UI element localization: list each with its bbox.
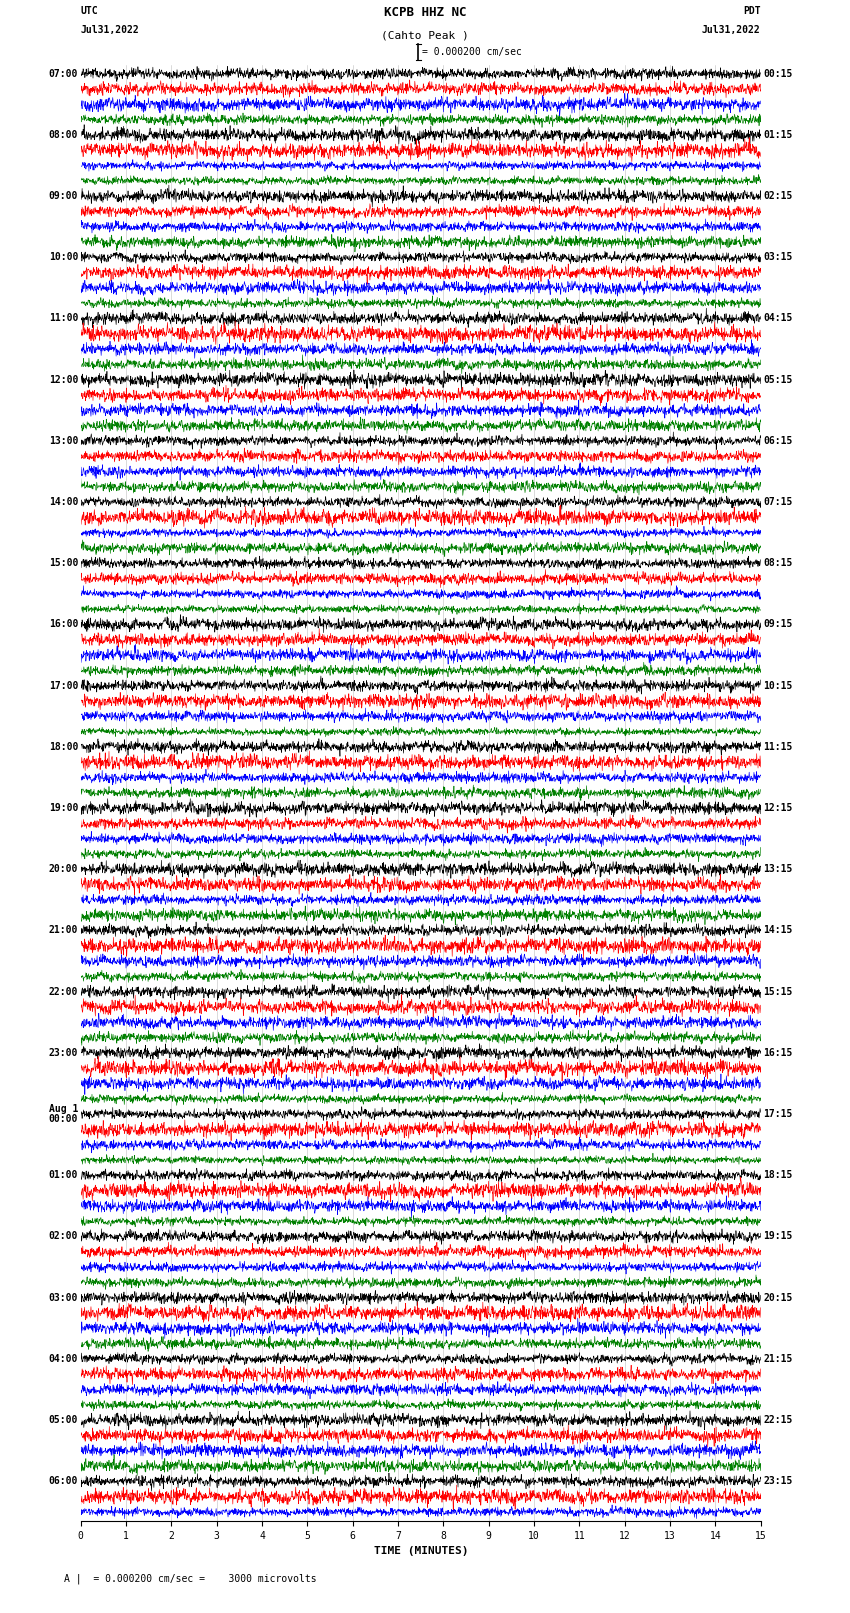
Text: 12:00: 12:00	[48, 374, 78, 384]
Text: 11:00: 11:00	[48, 313, 78, 324]
Text: 03:15: 03:15	[763, 252, 793, 263]
Text: 14:15: 14:15	[763, 926, 793, 936]
Text: Jul31,2022: Jul31,2022	[702, 26, 761, 35]
Text: 03:00: 03:00	[48, 1292, 78, 1303]
Text: 19:00: 19:00	[48, 803, 78, 813]
Text: 20:00: 20:00	[48, 865, 78, 874]
Text: 09:15: 09:15	[763, 619, 793, 629]
Text: 23:15: 23:15	[763, 1476, 793, 1486]
Text: 22:15: 22:15	[763, 1415, 793, 1424]
Text: PDT: PDT	[743, 6, 761, 16]
Text: 01:00: 01:00	[48, 1171, 78, 1181]
Text: 04:00: 04:00	[48, 1353, 78, 1365]
Text: 09:00: 09:00	[48, 190, 78, 202]
Text: 18:15: 18:15	[763, 1171, 793, 1181]
Text: 23:00: 23:00	[48, 1048, 78, 1058]
Text: Aug 1
00:00: Aug 1 00:00	[48, 1105, 78, 1124]
Text: UTC: UTC	[81, 6, 99, 16]
Text: 05:15: 05:15	[763, 374, 793, 384]
Text: 15:00: 15:00	[48, 558, 78, 568]
Text: 02:15: 02:15	[763, 190, 793, 202]
Text: 12:15: 12:15	[763, 803, 793, 813]
Text: 01:15: 01:15	[763, 131, 793, 140]
Text: 06:15: 06:15	[763, 436, 793, 445]
Text: 18:00: 18:00	[48, 742, 78, 752]
Text: 15:15: 15:15	[763, 987, 793, 997]
Text: 16:15: 16:15	[763, 1048, 793, 1058]
Text: KCPB HHZ NC: KCPB HHZ NC	[383, 6, 467, 19]
Text: 17:15: 17:15	[763, 1110, 793, 1119]
Text: 05:00: 05:00	[48, 1415, 78, 1424]
Text: 02:00: 02:00	[48, 1231, 78, 1242]
Text: 22:00: 22:00	[48, 987, 78, 997]
X-axis label: TIME (MINUTES): TIME (MINUTES)	[373, 1547, 468, 1557]
Text: 16:00: 16:00	[48, 619, 78, 629]
Text: 10:00: 10:00	[48, 252, 78, 263]
Text: 07:00: 07:00	[48, 69, 78, 79]
Text: 13:15: 13:15	[763, 865, 793, 874]
Text: 13:00: 13:00	[48, 436, 78, 445]
Text: Jul31,2022: Jul31,2022	[81, 26, 139, 35]
Text: (Cahto Peak ): (Cahto Peak )	[381, 31, 469, 40]
Text: 19:15: 19:15	[763, 1231, 793, 1242]
Text: 04:15: 04:15	[763, 313, 793, 324]
Text: 20:15: 20:15	[763, 1292, 793, 1303]
Text: 07:15: 07:15	[763, 497, 793, 506]
Text: 08:00: 08:00	[48, 131, 78, 140]
Text: 17:00: 17:00	[48, 681, 78, 690]
Text: = 0.000200 cm/sec: = 0.000200 cm/sec	[422, 47, 521, 56]
Text: 11:15: 11:15	[763, 742, 793, 752]
Text: A |  = 0.000200 cm/sec =    3000 microvolts: A | = 0.000200 cm/sec = 3000 microvolts	[64, 1573, 316, 1584]
Text: 21:15: 21:15	[763, 1353, 793, 1365]
Text: 08:15: 08:15	[763, 558, 793, 568]
Text: 14:00: 14:00	[48, 497, 78, 506]
Text: 21:00: 21:00	[48, 926, 78, 936]
Text: 06:00: 06:00	[48, 1476, 78, 1486]
Text: 10:15: 10:15	[763, 681, 793, 690]
Text: 00:15: 00:15	[763, 69, 793, 79]
